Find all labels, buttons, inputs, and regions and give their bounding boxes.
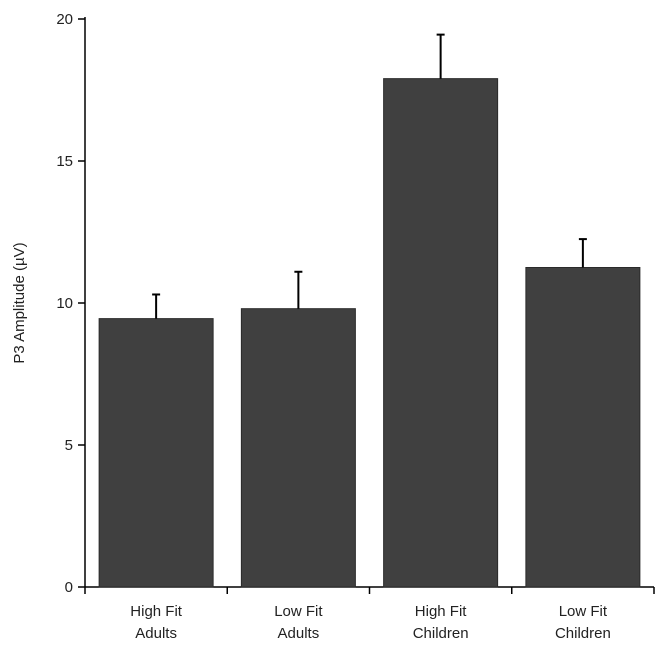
- x-category-label: Adults: [278, 625, 320, 642]
- x-category-label: Children: [413, 625, 469, 642]
- y-tick-label: 5: [65, 437, 73, 454]
- x-ticks-group: High Fit Adults Low Fit Adults High Fit Child…: [84, 587, 655, 642]
- y-ticks-group: 0 5 10 15 20: [56, 11, 85, 596]
- bars-group: [98, 78, 641, 588]
- x-category-label: Low Fit: [274, 603, 323, 620]
- y-tick-label: 0: [65, 579, 73, 596]
- bar: [525, 267, 641, 588]
- bar: [98, 318, 214, 588]
- x-category-label: Children: [555, 625, 611, 642]
- x-category-label: Adults: [135, 625, 177, 642]
- x-category-label: High Fit: [415, 603, 468, 620]
- y-axis-title: P3 Amplitude (µV): [11, 242, 28, 363]
- bar: [383, 78, 499, 588]
- x-category-label: High Fit: [130, 603, 183, 620]
- bar: [240, 308, 356, 588]
- y-tick-label: 20: [56, 11, 73, 28]
- error-bars-group: [152, 33, 587, 319]
- y-tick-label: 15: [56, 153, 73, 170]
- y-tick-label: 10: [56, 295, 73, 312]
- x-category-label: Low Fit: [559, 603, 608, 620]
